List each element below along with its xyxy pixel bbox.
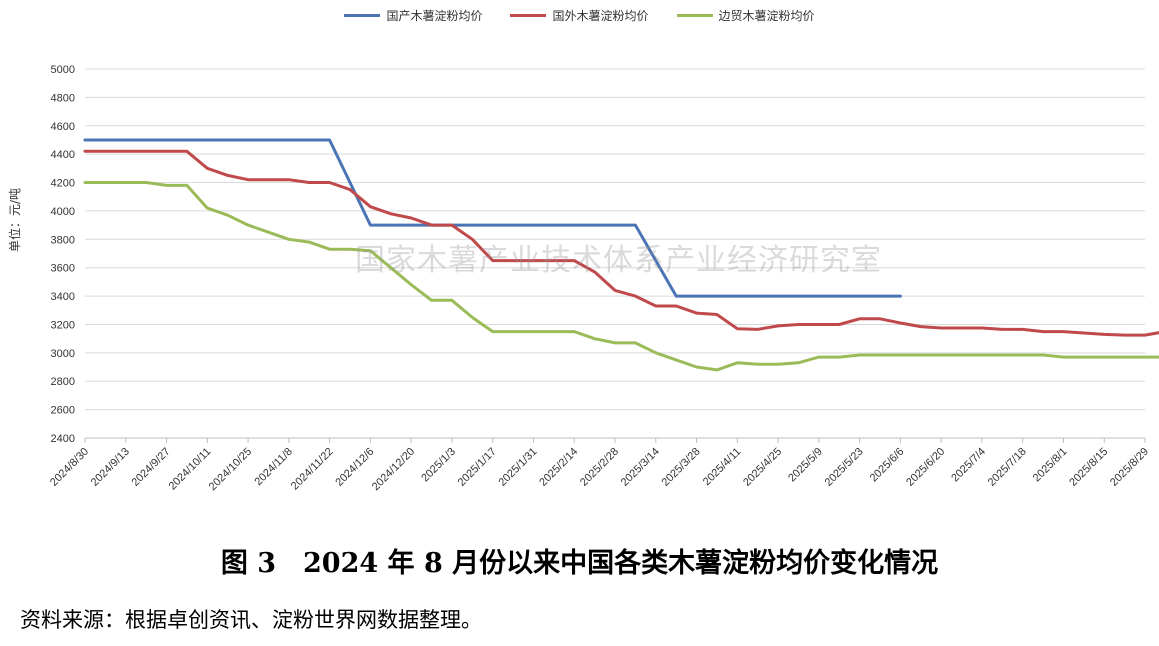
y-tick-label: 2400 — [51, 433, 75, 445]
x-tick-label: 2024/11/8 — [252, 446, 295, 489]
x-tick-label: 2025/8/29 — [1108, 446, 1151, 489]
x-tick-label: 2025/5/9 — [786, 446, 825, 485]
y-tick-label: 2800 — [51, 376, 75, 388]
y-tick-label: 4800 — [51, 92, 75, 104]
y-tick-label: 3000 — [51, 348, 75, 360]
watermark-text: 国家木薯产业技术体系产业经济研究室 — [355, 243, 882, 278]
legend-item-border-trade: 边贸木薯淀粉均价 — [676, 7, 815, 24]
x-tick-label: 2024/12/20 — [370, 446, 417, 493]
y-tick-label: 4400 — [51, 149, 75, 161]
x-tick-label: 2025/8/1 — [1031, 446, 1070, 485]
y-tick-label: 3800 — [51, 234, 75, 246]
x-tick-label: 2025/7/4 — [949, 446, 988, 485]
x-tick-label: 2025/6/20 — [904, 446, 947, 489]
x-tick-label: 2024/9/27 — [130, 446, 173, 489]
x-tick-label: 2025/1/31 — [496, 446, 539, 489]
x-tick-label: 2024/9/13 — [89, 446, 132, 489]
legend-swatch-border-trade — [676, 14, 713, 17]
chart-area: 国产木薯淀粉均价 国外木薯淀粉均价 边贸木薯淀粉均价 2400 2600 2800 3… — [0, 7, 1159, 493]
legend-label-foreign: 国外木薯淀粉均价 — [552, 9, 649, 23]
y-tick-label: 3600 — [51, 263, 75, 275]
y-tick-label: 2600 — [51, 405, 75, 417]
x-tick-label: 2024/8/30 — [48, 446, 91, 489]
x-tick-label: 2025/8/15 — [1067, 446, 1110, 489]
x-tick-label: 2025/3/14 — [619, 446, 662, 489]
x-tick-label: 2025/5/23 — [823, 446, 866, 489]
legend-item-foreign: 国外木薯淀粉均价 — [510, 7, 649, 24]
legend: 国产木薯淀粉均价 国外木薯淀粉均价 边贸木薯淀粉均价 — [0, 7, 1159, 24]
y-tick-label: 4000 — [51, 206, 75, 218]
figure-caption: 图 3 2024 年 8 月份以来中国各类木薯淀粉均价变化情况 — [220, 548, 939, 579]
x-tick-label: 2025/4/11 — [701, 446, 744, 489]
y-axis-label: 单位：元/吨 — [8, 187, 22, 253]
y-tick-label: 3200 — [51, 319, 75, 331]
x-tick-label: 2025/1/3 — [419, 446, 458, 485]
series-line-2 — [83, 181, 1159, 372]
x-tick-label: 2025/2/28 — [578, 446, 621, 489]
y-axis-label-wrap: 单位：元/吨 — [6, 180, 86, 260]
series-line-0 — [83, 138, 902, 298]
x-tick-label: 2025/6/6 — [868, 446, 907, 485]
x-tick-label: 2025/2/14 — [537, 446, 580, 489]
x-tick-label: 2025/1/17 — [456, 446, 499, 489]
x-tick-label: 2024/10/25 — [207, 446, 254, 493]
y-tick-label: 5000 — [51, 64, 75, 76]
source-note: 资料来源：根据卓创资讯、淀粉世界网数据整理。 — [20, 608, 482, 632]
x-tick-label: 2024/12/6 — [333, 446, 376, 489]
x-tick-label: 2024/11/22 — [289, 446, 336, 493]
y-tick-label: 4600 — [51, 121, 75, 133]
x-tick-label: 2025/4/25 — [741, 446, 784, 489]
legend-swatch-foreign — [510, 14, 547, 17]
legend-item-domestic: 国产木薯淀粉均价 — [344, 7, 482, 24]
line-chart: 2400 2600 2800 3000 3200 3400 3600 3800 4000 4200… — [48, 64, 1159, 493]
legend-label-border-trade: 边贸木薯淀粉均价 — [718, 9, 815, 23]
series-line-1 — [83, 149, 1159, 337]
legend-swatch-domestic — [344, 14, 381, 17]
x-tick-label: 2025/7/18 — [986, 446, 1029, 489]
x-tick-label: 2025/3/28 — [660, 446, 703, 489]
y-tick-label: 3400 — [51, 291, 75, 303]
y-tick-label: 4200 — [51, 178, 75, 190]
legend-label-domestic: 国产木薯淀粉均价 — [386, 9, 483, 23]
